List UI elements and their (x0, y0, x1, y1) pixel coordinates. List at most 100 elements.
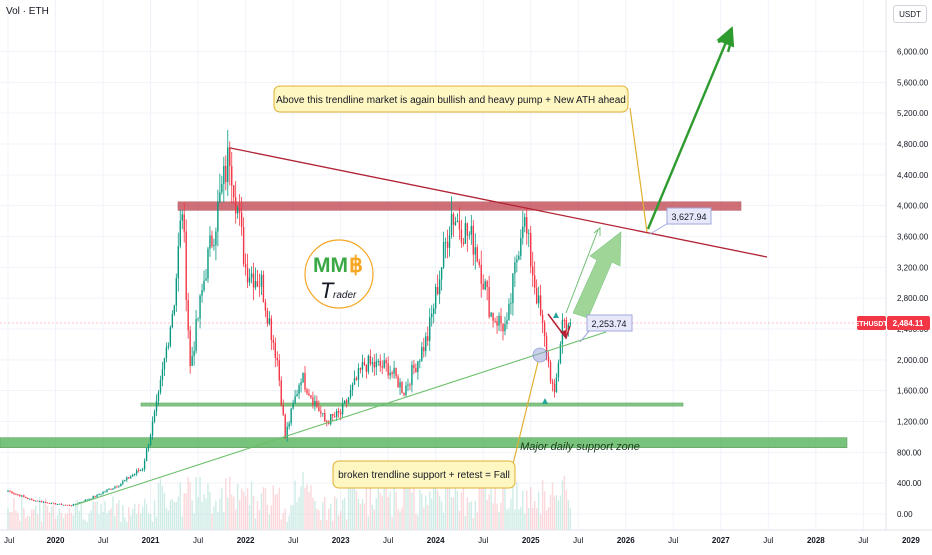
candle-body (498, 315, 500, 326)
x-tick-label: Jul (98, 536, 108, 545)
candle-body (322, 412, 324, 414)
volume-bar (300, 486, 302, 530)
volume-bar (238, 500, 241, 530)
candle-body (246, 267, 249, 283)
label-high-box (666, 207, 712, 225)
volume-bar (322, 501, 324, 530)
candle-body (280, 380, 282, 406)
label-low-text: 2,253.74 (591, 319, 626, 329)
volume-bar (58, 508, 61, 530)
candle-body (151, 421, 154, 436)
volume-bar (543, 491, 546, 530)
candle-body (440, 267, 443, 280)
candle-body (183, 214, 185, 232)
candle-body (520, 237, 522, 256)
volume-bar (223, 512, 225, 530)
candle-body (124, 479, 126, 482)
volume-bar (199, 476, 201, 530)
volume-bar (433, 481, 435, 530)
volume-bar (393, 485, 395, 530)
candle-body (292, 403, 294, 409)
marker-triangle (553, 312, 559, 318)
x-tick-label: 2029 (902, 536, 920, 545)
volume-bar (175, 501, 177, 530)
time-axis[interactable]: Jul 2020 Jul 2021 Jul 2022 Jul 2023 Jul 2024 Jul 20… (0, 529, 932, 545)
candle-body (438, 279, 441, 295)
volume-bar (506, 509, 508, 530)
candle-body (149, 435, 152, 445)
volume-bar (106, 513, 108, 530)
volume-bar (532, 507, 534, 530)
volume-bar (456, 491, 459, 530)
candle-body (516, 259, 518, 263)
x-tick-label: 2027 (712, 536, 730, 545)
candle-body (563, 319, 566, 321)
volume-bar (524, 513, 526, 530)
volume-bar (423, 507, 425, 530)
volume-bar (54, 518, 57, 530)
candle-body (215, 231, 217, 246)
volume-bar (367, 516, 370, 530)
currency-badge[interactable]: USDT (893, 5, 927, 23)
candle-body (557, 362, 560, 378)
candle-body (429, 317, 431, 341)
volume-bar (500, 502, 502, 530)
volume-bar (391, 516, 393, 530)
x-tick-label: 2028 (807, 536, 825, 545)
volume-bar (114, 515, 116, 530)
candle-body (136, 470, 138, 474)
volume-bar (545, 510, 548, 530)
candle-body (496, 321, 498, 326)
candle-body (369, 355, 372, 364)
candle-body (450, 213, 453, 236)
candle-body (50, 502, 53, 504)
candle-body (98, 494, 100, 496)
volume-bar (80, 503, 82, 530)
volume-bar (229, 476, 231, 530)
candle-body (68, 504, 71, 506)
candle-body (504, 324, 506, 332)
price-axis[interactable]: 0.00 400.00 800.00 1,200.00 1,600.00 2,000.00… (854, 0, 932, 550)
retest-circle (532, 347, 548, 363)
candle-body (15, 493, 17, 495)
volume-bar (537, 491, 540, 530)
volume-bar (359, 504, 362, 530)
candle-body (27, 497, 29, 499)
volume-bar (328, 508, 330, 530)
volume-bar (124, 517, 126, 530)
volume-bar (326, 520, 328, 530)
candle-body (478, 261, 480, 265)
volume-bar (434, 482, 437, 530)
volume-bar (567, 500, 570, 530)
candle-body (219, 192, 221, 202)
volume-bar (498, 512, 500, 530)
candle-body (312, 397, 314, 405)
volume-bar (565, 490, 568, 530)
volume-bar (480, 475, 482, 530)
candle-body (296, 394, 298, 397)
volume-bar (147, 513, 150, 530)
candle-body (330, 414, 332, 424)
candle-body (446, 242, 449, 248)
volume-bar (118, 500, 120, 530)
volume-bar (512, 485, 514, 530)
candle-body (351, 384, 354, 390)
volume-bar (551, 482, 554, 530)
x-tick-label: Jul (288, 536, 298, 545)
symbol-tag-text: ETHUSDT (854, 321, 888, 328)
volume-bar (438, 496, 441, 530)
candle-body (238, 208, 241, 213)
volume-bar (454, 479, 457, 530)
volume-bar (316, 508, 318, 530)
candle-body (470, 225, 473, 235)
volume-bar (470, 501, 473, 530)
candle-body (567, 324, 570, 331)
candle-body (110, 489, 112, 490)
candle-body (19, 494, 21, 497)
candle-body (377, 360, 379, 362)
volume-bar (504, 485, 506, 530)
candle-body (17, 494, 19, 495)
volume-bar (116, 503, 118, 530)
volume-indicator-label[interactable]: Vol · ETH (6, 6, 49, 17)
